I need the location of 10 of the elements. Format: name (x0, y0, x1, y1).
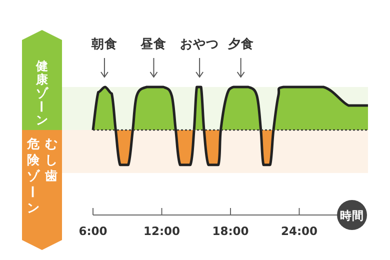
x-tick-label: 6:00 (78, 224, 108, 238)
annotation: 夕食 (228, 36, 254, 51)
x-tick-label: 18:00 (212, 224, 249, 238)
annotation: 昼食 (140, 36, 167, 51)
annotation: 朝食 (91, 36, 118, 51)
x-tick-label: 24:00 (280, 224, 318, 238)
x-tick-label: 12:00 (143, 224, 180, 238)
annotation: おやつ (180, 36, 220, 51)
x-axis-title: 時間 (340, 208, 364, 222)
xlabel: 時間 (337, 200, 367, 230)
